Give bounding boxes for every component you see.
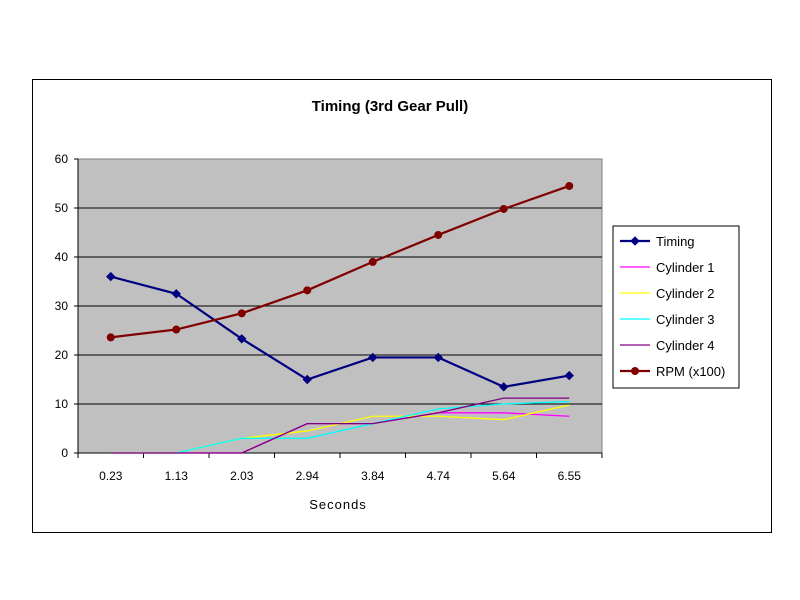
- gridlines: [78, 207, 602, 405]
- legend-item-cylinder-2: Cylinder 2: [620, 286, 715, 301]
- series-cylinder-4: [110, 397, 570, 454]
- data-point-timing: [171, 289, 181, 299]
- y-tick-label: 60: [55, 152, 69, 166]
- series-line-rpm-x100: [110, 184, 570, 339]
- series-line-timing: [110, 275, 570, 388]
- axes: 0 10 20 30 40 50 60 0.23 1.13 2.03 2.94 3.84 4.74 5.6…: [55, 152, 603, 483]
- series-cylinder-3: [110, 400, 570, 454]
- series-rpm-x100: [106, 181, 574, 342]
- x-tick-label: 2.03: [230, 469, 254, 483]
- data-point-timing: [433, 352, 443, 363]
- y-tick-label: 0: [61, 446, 68, 460]
- data-point-timing: [237, 334, 247, 344]
- legend-item-rpm-x100: RPM (x100): [620, 364, 725, 379]
- series-line-cylinder-3: [110, 400, 570, 454]
- legend-marker: [630, 236, 640, 246]
- y-tick-label: 50: [55, 201, 69, 215]
- legend-item-cylinder-3: Cylinder 3: [620, 312, 715, 327]
- x-tick-label: 2.94: [296, 469, 320, 483]
- series-timing: [106, 271, 574, 392]
- data-point-rpm-x100: [237, 309, 246, 318]
- chart-title: Timing (3rd Gear Pull): [312, 98, 468, 115]
- data-point-timing: [368, 352, 378, 363]
- data-point-timing: [302, 374, 312, 385]
- y-tick-label: 20: [55, 348, 69, 362]
- x-tick-label: 4.74: [427, 469, 451, 483]
- y-tick-label: 10: [55, 397, 69, 411]
- data-point-rpm-x100: [565, 181, 574, 190]
- legend-label: Cylinder 3: [656, 312, 715, 327]
- legend-label: Timing: [656, 234, 695, 249]
- y-tick-label: 30: [55, 299, 69, 313]
- x-tick-label: 6.55: [558, 469, 582, 483]
- data-point-rpm-x100: [434, 230, 443, 239]
- data-point-timing: [106, 271, 116, 282]
- legend-label: Cylinder 4: [656, 338, 715, 353]
- series-line-cylinder-4: [110, 397, 570, 454]
- legend-label: RPM (x100): [656, 364, 725, 379]
- legend-item-cylinder-4: Cylinder 4: [620, 338, 715, 353]
- y-tick-label: 40: [55, 250, 69, 264]
- x-axis-title: Seconds: [309, 497, 367, 512]
- legend-box: [612, 225, 740, 389]
- data-point-rpm-x100: [303, 286, 312, 295]
- legend-item-cylinder-1: Cylinder 1: [620, 260, 715, 275]
- data-point-rpm-x100: [368, 257, 377, 266]
- data-point-rpm-x100: [106, 333, 115, 342]
- legend-label: Cylinder 1: [656, 260, 715, 275]
- legend-label: Cylinder 2: [656, 286, 715, 301]
- legend: Timing Cylinder 1 Cylinder 2 Cylinder 3 Cyli…: [612, 225, 740, 389]
- x-tick-label: 0.23: [99, 469, 123, 483]
- x-tick-label: 1.13: [165, 469, 189, 483]
- data-point-rpm-x100: [499, 204, 508, 213]
- x-tick-label: 5.64: [492, 469, 516, 483]
- legend-marker: [631, 367, 639, 375]
- data-point-rpm-x100: [172, 325, 181, 334]
- series-lines: [106, 181, 574, 454]
- x-tick-label: 3.84: [361, 469, 385, 483]
- data-point-timing: [499, 382, 509, 392]
- data-point-timing: [564, 370, 574, 381]
- legend-item-timing: Timing: [620, 234, 695, 249]
